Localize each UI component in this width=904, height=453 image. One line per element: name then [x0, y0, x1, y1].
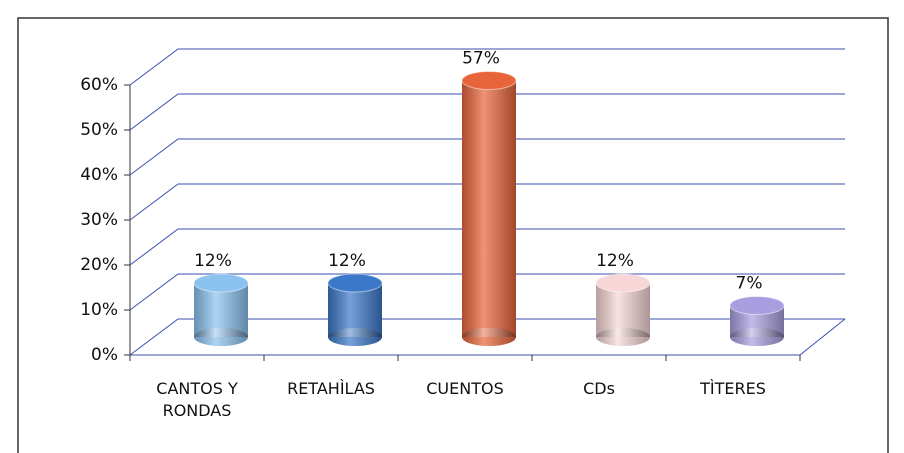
value-label: 12% — [596, 251, 634, 271]
x-tick-label-box: CANTOS Y RONDAS — [156, 379, 238, 420]
x-tick-label: RETAHÌLAS — [287, 379, 375, 398]
y-tick-label: 0% — [91, 345, 118, 365]
bar-base-shade — [194, 328, 248, 346]
value-label: 12% — [328, 251, 366, 271]
y-tick-label: 60% — [80, 75, 118, 95]
x-tick-label-box: TÌTERES — [700, 379, 766, 398]
grid-line — [129, 48, 845, 86]
chart-frame — [17, 17, 889, 453]
bar-top — [729, 296, 785, 315]
y-tick-label: 20% — [80, 255, 118, 275]
bar-base-shade — [462, 328, 516, 346]
bar-base-shade — [596, 328, 650, 346]
x-tick-label: CANTOS Y RONDAS — [156, 379, 238, 420]
y-tick-label: 40% — [80, 165, 118, 185]
x-tick-label-box: CUENTOS — [426, 379, 504, 398]
bar-top — [595, 273, 651, 293]
bar-top — [327, 273, 383, 293]
x-tick-label: TÌTERES — [700, 379, 766, 398]
value-label: 7% — [736, 274, 763, 294]
value-label: 12% — [194, 251, 232, 271]
bar-base-shade — [730, 328, 784, 346]
x-tick-label-box: CDs — [583, 379, 615, 398]
grid-line — [129, 138, 845, 176]
value-label: 57% — [462, 49, 500, 69]
grid-line — [129, 93, 845, 131]
bar-shade — [462, 80, 516, 337]
y-tick-label: 10% — [80, 300, 118, 320]
x-tick-label: CUENTOS — [426, 379, 504, 398]
bar-top — [193, 273, 249, 293]
y-tick-label: 30% — [80, 210, 118, 230]
x-tick-label: CDs — [583, 379, 615, 398]
y-tick-label: 50% — [80, 120, 118, 140]
bar-base-shade — [328, 328, 382, 346]
grid-line — [129, 228, 845, 266]
x-tick-label-box: RETAHÌLAS — [287, 379, 375, 398]
grid-line — [129, 183, 845, 221]
bar-top — [461, 71, 517, 90]
